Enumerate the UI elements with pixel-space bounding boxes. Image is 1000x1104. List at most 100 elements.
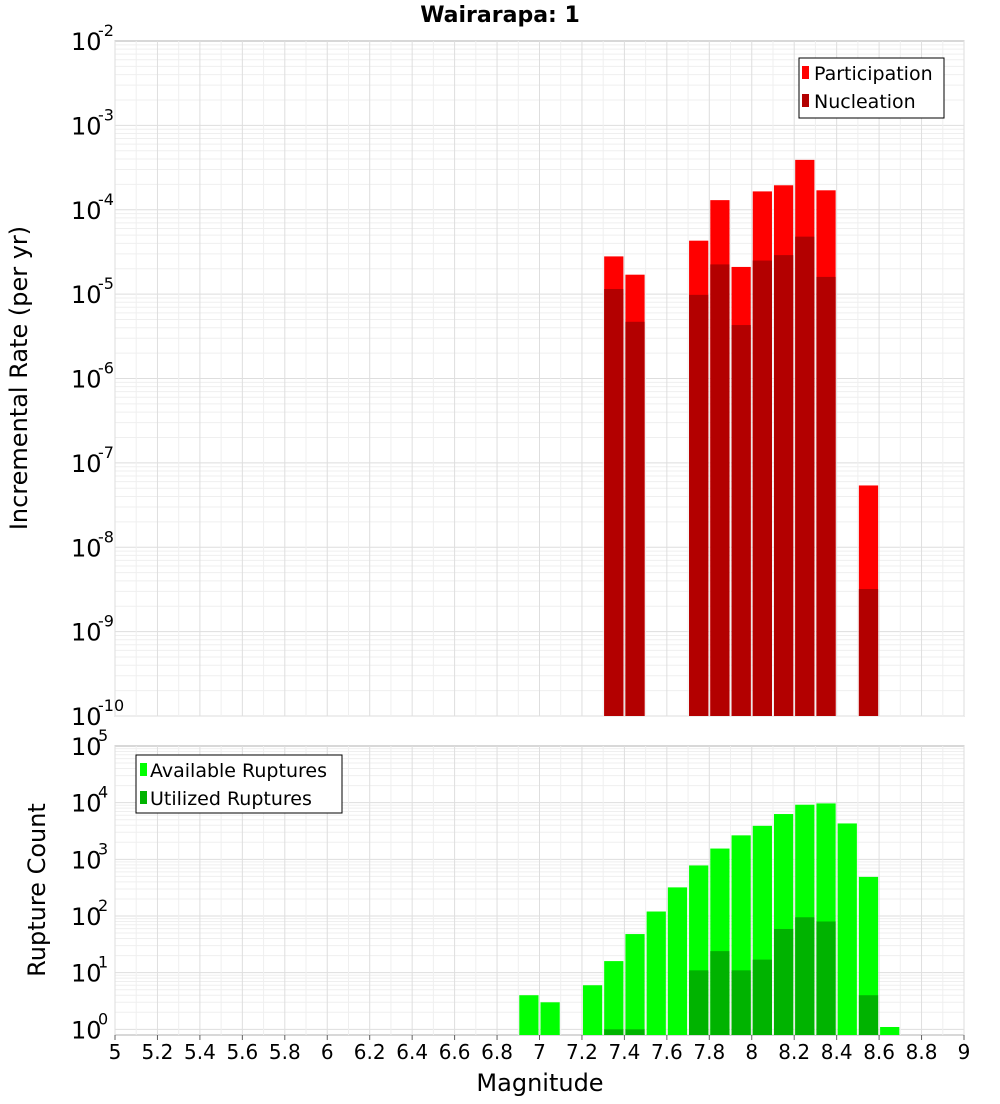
count-y-tick-label: 10 — [71, 733, 102, 761]
available-legend-label: Available Ruptures — [150, 760, 327, 782]
nucleation-legend-swatch — [802, 94, 809, 107]
nucleation-bar — [710, 264, 730, 716]
x-tick-label: 8 — [745, 1040, 758, 1064]
x-tick-label: 5 — [109, 1040, 122, 1064]
count-y-tick-exponent: 3 — [98, 839, 108, 858]
count-y-tick-label: 10 — [71, 1016, 102, 1044]
count-legend-box — [135, 754, 343, 814]
rate-y-tick-exponent: -2 — [98, 21, 114, 40]
available-ruptures-bar — [582, 985, 603, 1035]
count-y-tick-label: 10 — [71, 903, 102, 931]
nucleation-bar — [795, 236, 815, 716]
utilized-ruptures-bar — [604, 1029, 624, 1035]
x-tick-label: 9 — [958, 1040, 971, 1064]
participation-legend-swatch — [802, 66, 809, 79]
rate-y-tick-exponent: -10 — [98, 696, 124, 715]
count-y-tick-exponent: 0 — [98, 1009, 108, 1028]
available-ruptures-bar — [837, 823, 857, 1035]
available-legend-swatch — [140, 763, 147, 776]
x-tick-label: 5.2 — [142, 1040, 174, 1064]
rate-bars — [604, 159, 879, 717]
count-y-tick-label: 10 — [71, 790, 102, 818]
participation-legend-label: Participation — [814, 63, 933, 85]
rate-y-ticks: 10-210-310-410-510-610-710-810-910-10 — [71, 21, 124, 731]
nucleation-bar — [689, 294, 709, 716]
x-tick-label: 7.2 — [566, 1040, 598, 1064]
rate-panel: 10-210-310-410-510-610-710-810-910-10 In… — [5, 21, 965, 731]
x-tick-label: 8.2 — [778, 1040, 810, 1064]
utilized-ruptures-bar — [773, 928, 794, 1035]
count-y-tick-exponent: 2 — [98, 896, 108, 915]
x-ticks: 5 5.2 5.4 5.6 5.8 6 6.2 6.4 6.6 6.8 7 7.2 7.4 7.6 7.8 8… — [109, 1035, 971, 1064]
x-tick-label: 7.4 — [608, 1040, 640, 1064]
available-ruptures-bar — [519, 995, 539, 1035]
count-y-tick-exponent: 4 — [98, 783, 108, 802]
x-tick-label: 7.6 — [651, 1040, 683, 1064]
nucleation-bar — [604, 289, 624, 716]
nucleation-bar — [731, 325, 751, 716]
nucleation-bar — [773, 255, 794, 716]
rate-y-tick-label: 10 — [71, 28, 102, 56]
count-y-tick-label: 10 — [71, 960, 102, 988]
x-tick-label: 7.8 — [693, 1040, 725, 1064]
utilized-ruptures-bar — [689, 970, 709, 1035]
utilized-legend-swatch — [140, 791, 147, 804]
utilized-ruptures-bar — [710, 951, 730, 1035]
rate-y-tick-label: 10 — [71, 534, 102, 562]
chart-title: Wairarapa: 1 — [420, 3, 580, 28]
x-axis-title: Magnitude — [476, 1069, 603, 1097]
x-tick-label: 8.6 — [863, 1040, 895, 1064]
rate-y-tick-label: 10 — [71, 450, 102, 478]
count-y-tick-exponent: 1 — [98, 953, 108, 972]
x-tick-label: 6.2 — [354, 1040, 386, 1064]
x-tick-label: 5.8 — [269, 1040, 301, 1064]
count-bars — [519, 803, 900, 1035]
available-ruptures-bar — [880, 1026, 900, 1035]
rate-y-tick-exponent: -4 — [98, 190, 114, 209]
rate-y-tick-label: 10 — [71, 112, 102, 140]
x-tick-label: 7 — [533, 1040, 546, 1064]
rate-y-tick-label: 10 — [71, 619, 102, 647]
nucleation-bar — [816, 276, 836, 716]
utilized-ruptures-bar — [816, 921, 836, 1035]
x-tick-label: 5.6 — [226, 1040, 258, 1064]
rate-y-tick-exponent: -9 — [98, 612, 114, 631]
x-tick-label: 8.4 — [821, 1040, 853, 1064]
utilized-ruptures-bar — [795, 917, 815, 1035]
rate-y-tick-label: 10 — [71, 366, 102, 394]
x-tick-label: 6 — [321, 1040, 334, 1064]
available-ruptures-bar — [540, 1002, 560, 1035]
available-ruptures-bar — [667, 887, 688, 1035]
rate-y-tick-exponent: -8 — [98, 527, 114, 546]
rate-y-tick-exponent: -6 — [98, 359, 114, 378]
available-ruptures-bar — [625, 934, 645, 1035]
rate-y-tick-label: 10 — [71, 703, 102, 731]
rate-y-tick-exponent: -3 — [98, 105, 114, 124]
utilized-ruptures-bar — [625, 1029, 645, 1035]
utilized-ruptures-bar — [731, 970, 751, 1035]
x-tick-label: 6.8 — [481, 1040, 513, 1064]
rate-y-tick-exponent: -5 — [98, 274, 114, 293]
count-y-tick-exponent: 5 — [98, 726, 108, 745]
utilized-ruptures-bar — [752, 959, 772, 1035]
available-ruptures-bar — [646, 911, 666, 1035]
nucleation-bar — [752, 260, 772, 716]
available-ruptures-bar — [604, 961, 624, 1035]
x-tick-label: 6.6 — [439, 1040, 471, 1064]
rate-y-tick-label: 10 — [71, 281, 102, 309]
rate-y-axis-title: Incremental Rate (per yr) — [5, 226, 33, 530]
nucleation-legend-label: Nucleation — [814, 91, 916, 113]
utilized-ruptures-bar — [858, 995, 879, 1035]
rate-y-tick-label: 10 — [71, 197, 102, 225]
x-tick-label: 5.4 — [184, 1040, 216, 1064]
rate-legend-box — [798, 57, 945, 119]
x-tick-label: 8.8 — [906, 1040, 938, 1064]
nucleation-bar — [858, 589, 879, 716]
count-y-tick-label: 10 — [71, 846, 102, 874]
rate-legend: Participation Nucleation — [798, 57, 945, 119]
rate-y-tick-exponent: -7 — [98, 443, 114, 462]
rate-gridlines — [114, 41, 965, 717]
utilized-legend-label: Utilized Ruptures — [150, 788, 312, 810]
